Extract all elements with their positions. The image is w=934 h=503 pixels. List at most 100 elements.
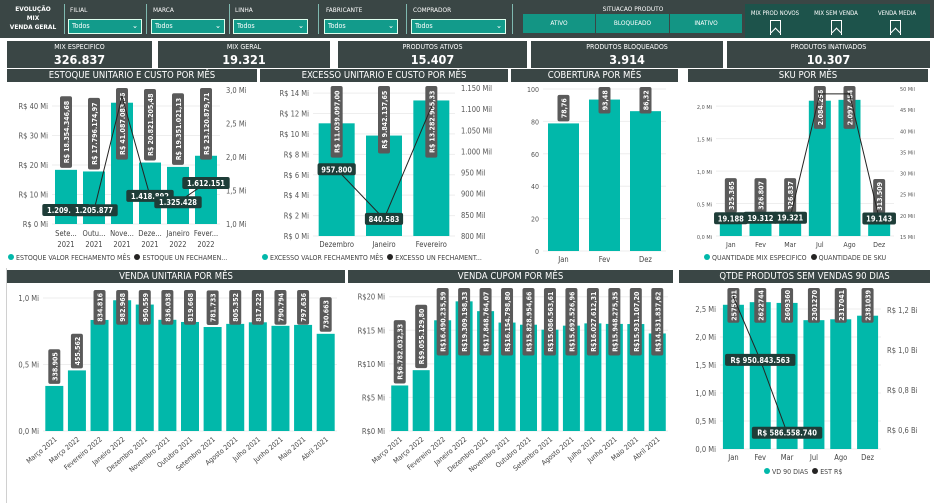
panel-border (6, 268, 7, 503)
bar-data-label: 2622744 (754, 288, 767, 323)
legend-item[interactable]: EXCESSO UN FECHAMENT... (395, 254, 482, 262)
brand-line: VENDA GERAL (9, 23, 57, 31)
bar-data-label: 325.365 (724, 178, 737, 213)
bar-label-box (206, 290, 219, 326)
bar (803, 320, 825, 449)
legend-item[interactable]: EST R$ (820, 468, 843, 476)
y-tick-label: 60 (531, 151, 539, 159)
x-tick-label: Mar (781, 453, 794, 462)
y-tick-label: R$ 4 Mi (284, 191, 309, 200)
bar-data-label: 313.509 (873, 178, 886, 214)
bar-data-label: 834.816 (93, 290, 106, 325)
line-label-text: 19.143 (866, 214, 892, 223)
chevron-down-icon: ⌄ (297, 21, 304, 30)
y-tick-label: R$ 0 Mi (23, 220, 48, 229)
y-tick-label: 2,0 Mi (697, 105, 712, 111)
y2-tick-label: 30 Mil (900, 172, 915, 178)
marca-dropdown[interactable]: Todos ⌄ (151, 19, 225, 34)
line-point (818, 92, 821, 95)
y2-tick-label: R$ 1,2 Bi (887, 306, 918, 315)
sem-vendas-legend: VD 90 DIAS EST R$ (760, 468, 842, 476)
x-tick-label: Janeiro (371, 240, 395, 249)
legend-item[interactable]: QUANTIDADE MIX ESPECIFICO (712, 254, 807, 262)
bar-label-text: 819.668 (187, 293, 195, 322)
line-label-box (714, 212, 748, 225)
y2-tick-label: 1,0 Mi (226, 220, 247, 229)
bar-label-text: 790.794 (277, 292, 285, 321)
y-tick-label: 2,5 Mi (695, 305, 716, 314)
divider (512, 4, 513, 34)
bar-label-box (639, 87, 652, 114)
bookmark-icon[interactable] (831, 20, 842, 35)
bar-data-label: 326.837 (784, 178, 797, 213)
chart-title-sku: SKU POR MÊS (688, 69, 928, 82)
line-label-text: 957.800 (321, 165, 352, 174)
y2-tick-label: 800 Mil (461, 232, 486, 241)
bar-label-box (274, 290, 287, 325)
header-bar: EVOLUÇÃO MIX VENDA GERAL FILIAL Todos ⌄ M… (0, 0, 934, 38)
divider (406, 4, 407, 34)
kpi-mix-especifico: MIX ESPECIFICO 326.837 (7, 41, 152, 68)
fabricante-dropdown[interactable]: Todos ⌄ (324, 19, 398, 34)
x-tick-label: Jan (727, 453, 738, 462)
bar-label-box (724, 178, 737, 213)
bar (857, 315, 879, 449)
bloqueado-button[interactable]: BLOQUEADO (596, 14, 669, 33)
bookmark-icon[interactable] (890, 20, 901, 35)
bar-label-box (172, 93, 184, 165)
y-tick-label: R$10 Mi (358, 360, 386, 369)
ativo-button[interactable]: ATIVO (523, 14, 595, 33)
y2-tick-label: 1.150 Mil (461, 84, 492, 93)
y2-tick-label: 3,0 Mi (226, 86, 247, 95)
bar-label-box (144, 88, 156, 161)
bar-label-box (813, 86, 826, 129)
bar-label-box (458, 288, 471, 356)
x-tick-label: Outu... 2021 (83, 229, 106, 249)
bar-label-box (161, 290, 174, 325)
chevron-down-icon: ⌄ (131, 21, 138, 30)
inativo-button[interactable]: INATIVO (670, 14, 742, 33)
linha-dropdown[interactable]: Todos ⌄ (233, 19, 308, 34)
bar-label-text: 326.837 (787, 181, 795, 210)
bar-label-box (565, 288, 578, 356)
bar (226, 323, 245, 431)
y2-tick-label: 25 Mil (900, 193, 915, 199)
bar-label-text: 2317041 (838, 290, 846, 321)
x-tick-label: Dez (861, 453, 874, 462)
bar-data-label: 797.636 (297, 290, 310, 325)
bar-data-label: R$6.782.032,33 (393, 320, 406, 384)
brand-title: EVOLUÇÃO MIX VENDA GERAL (3, 5, 63, 32)
bar (195, 155, 217, 224)
bar-label-box (229, 290, 242, 325)
legend-item[interactable]: ESTOQUE VALOR FECHAMENTO MÊS (16, 254, 131, 262)
y2-tick-label: R$ 0,8 Bi (887, 386, 918, 395)
legend-item[interactable]: QUANTIDADE DE SKU (818, 254, 887, 262)
bar-label-box (543, 288, 556, 356)
line-label-text: R$ 950.843.563 (730, 356, 790, 365)
line-label-text: 1.205.877 (75, 206, 113, 215)
bar-label-text: 730.663 (323, 300, 331, 329)
legend-item[interactable]: VD 90 DIAS (772, 468, 809, 476)
comprador-dropdown[interactable]: Todos ⌄ (411, 19, 506, 34)
y2-tick-label: 35 Mil (900, 150, 915, 156)
legend-dot-icon (810, 254, 817, 260)
bookmark-icon[interactable] (770, 20, 781, 35)
bar-label-text: 338.905 (51, 352, 59, 381)
kpi-value: 10.307 (806, 52, 851, 67)
bar (838, 99, 861, 236)
legend-item[interactable]: EXCESSO VALOR FECHAMENTO MÊS (270, 254, 384, 262)
bar-label-text: 2609360 (784, 289, 792, 320)
bar (412, 370, 430, 431)
bar-data-label: R$ 9.842.137,65 (378, 86, 390, 154)
line-label-text: 1.209.875 (47, 206, 85, 215)
bar-label-box (501, 288, 514, 356)
filial-dropdown[interactable]: Todos ⌄ (68, 19, 142, 34)
x-tick-label: Jan (557, 255, 568, 264)
bar-label-text: R$15.948.275,35 (611, 292, 619, 352)
bar (776, 302, 798, 449)
legend-dot-icon (764, 468, 770, 474)
bar-label-text: 2.084.296 (817, 89, 825, 125)
y-tick-label: R$5 Mi (362, 393, 385, 402)
bar-data-label: R$ 17.796.174,97 (88, 97, 100, 170)
legend-item[interactable]: ESTOQUE UN FECHAMEN... (142, 254, 228, 262)
